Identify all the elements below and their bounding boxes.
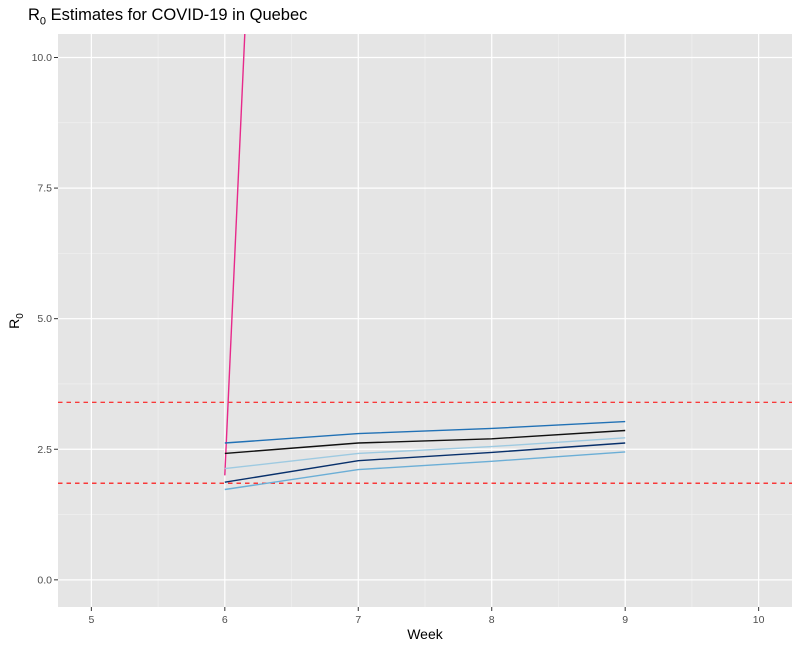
- y-axis-title-main: R: [6, 319, 22, 329]
- chart-title: R0 Estimates for COVID-19 in Quebec: [28, 6, 307, 27]
- chart-title-rest: Estimates for COVID-19 in Quebec: [46, 6, 308, 24]
- grid-lines: [58, 34, 792, 607]
- series-line: [224, 33, 246, 476]
- reference-lines: [58, 401, 792, 484]
- series-line: [224, 437, 626, 470]
- x-tick-label: 10: [753, 614, 765, 626]
- y-tick-label: 2.5: [37, 444, 52, 456]
- y-tick-label: 5.0: [37, 313, 52, 325]
- x-tick-label: 5: [88, 614, 94, 626]
- y-tick-label: 10.0: [32, 52, 53, 64]
- series-line: [224, 420, 626, 444]
- axis-ticks: 5 6 7 8 9 10 0.0 2.5 5.0 7.5 10.0: [32, 52, 765, 626]
- x-tick-label: 6: [222, 614, 228, 626]
- chart-title-main: R: [28, 6, 40, 24]
- y-axis-title: R0: [6, 313, 26, 329]
- x-tick-label: 7: [355, 614, 361, 626]
- y-axis-title-subscript: 0: [15, 313, 26, 319]
- series-line: [224, 429, 626, 455]
- x-tick-label: 9: [622, 614, 628, 626]
- y-tick-label: 0.0: [37, 574, 52, 586]
- x-axis-title: Week: [407, 626, 444, 642]
- x-tick-label: 8: [489, 614, 495, 626]
- chart-title-subscript: 0: [39, 15, 47, 28]
- series-line: [224, 442, 626, 483]
- y-tick-label: 7.5: [37, 183, 52, 195]
- series-line: [224, 451, 626, 491]
- series-lines: [224, 33, 626, 491]
